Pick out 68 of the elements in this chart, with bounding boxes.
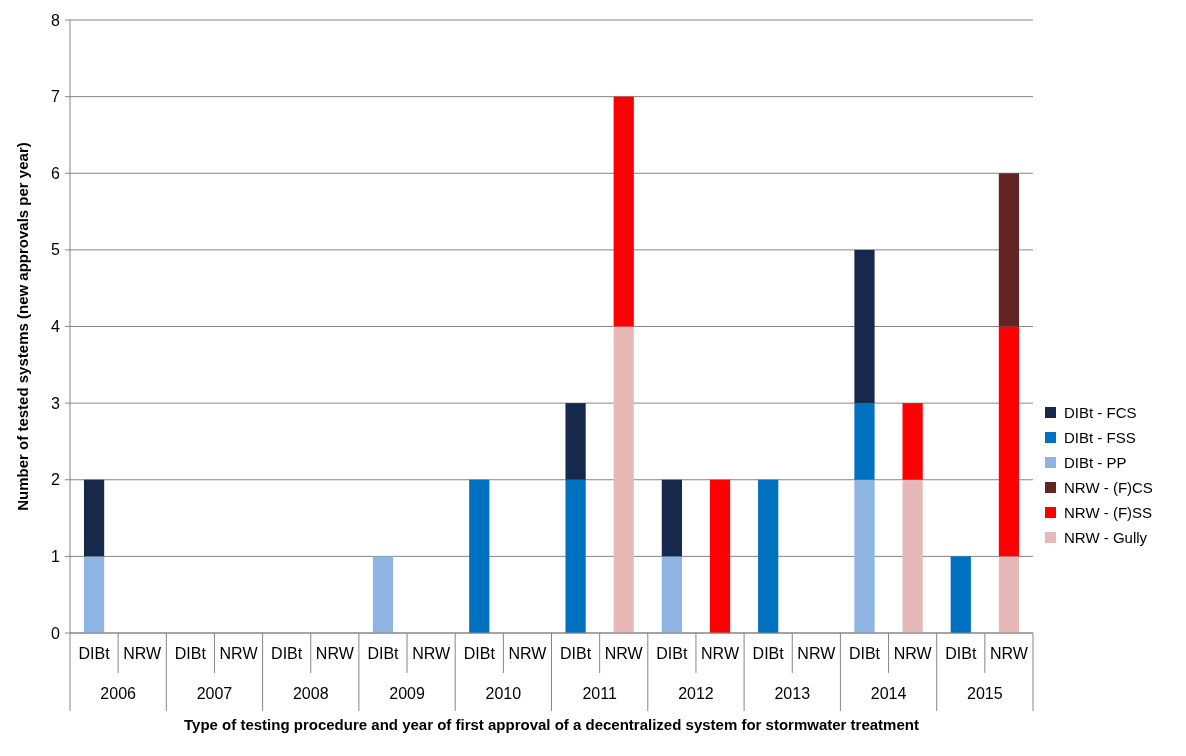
x-tick-label: DIBt <box>78 645 111 662</box>
x-tick-label: DIBt <box>752 645 785 662</box>
x-tick-label: NRW <box>989 645 1029 662</box>
text: 2006 <box>100 685 137 702</box>
x-tick-label: NRW <box>604 645 644 662</box>
y-axis-title: Number of tested systems (new approvals per year) <box>14 142 31 511</box>
bar <box>854 403 875 480</box>
legend-label: NRW - (F)SS <box>1064 504 1153 522</box>
legend-label: DIBt - FSS <box>1064 429 1136 447</box>
bar <box>83 479 105 557</box>
bar <box>565 403 586 480</box>
bar <box>854 479 875 633</box>
x-tick-label: NRW <box>123 645 163 662</box>
bar <box>613 96 634 327</box>
y-tick-label: 1 <box>51 547 61 565</box>
x-tick-label: DIBt <box>271 645 303 662</box>
bar <box>998 556 1020 633</box>
bar <box>998 173 1020 327</box>
y-tick-label: 0 <box>51 624 61 642</box>
x-tick-label: DIBt <box>656 645 688 662</box>
text: 2012 <box>678 685 714 702</box>
text: 2008 <box>292 685 329 702</box>
x-tick-label: DIBt <box>848 645 881 662</box>
x-tick-label: DIBt <box>945 645 977 662</box>
legend-label: DIBt - PP <box>1064 454 1127 472</box>
bar <box>998 326 1020 557</box>
x-tick-label: DIBt <box>367 645 400 662</box>
x-tick-label: DIBt <box>174 645 207 662</box>
bar <box>902 479 923 633</box>
x-tick-label: NRW <box>893 645 933 662</box>
y-tick-label: 2 <box>51 471 61 489</box>
bar <box>709 479 731 633</box>
text: 2010 <box>485 685 522 702</box>
text: 2014 <box>870 685 907 702</box>
bar <box>613 326 634 633</box>
bar <box>950 556 971 633</box>
text: 2007 <box>196 685 233 702</box>
y-tick-label: 3 <box>51 394 61 412</box>
x-tick-label: NRW <box>315 645 355 662</box>
text: 2013 <box>774 685 811 702</box>
y-tick-label: 7 <box>51 88 61 106</box>
text: 2009 <box>389 685 425 702</box>
y-tick-label: 5 <box>51 241 61 259</box>
bar <box>565 479 586 633</box>
x-tick-label: NRW <box>219 645 259 662</box>
text: 2011 <box>582 685 617 702</box>
bar <box>758 479 779 633</box>
y-tick-label: 6 <box>51 164 61 182</box>
legend-label: DIBt - FCS <box>1064 404 1137 422</box>
x-tick-label: NRW <box>508 645 548 662</box>
legend-label: NRW - Gully <box>1064 529 1148 547</box>
x-tick-label: NRW <box>701 645 740 662</box>
bar <box>83 556 105 633</box>
bar <box>661 479 682 557</box>
bar <box>902 403 923 480</box>
x-tick-label: NRW <box>797 645 837 662</box>
bar <box>661 556 682 633</box>
x-tick-label: NRW <box>412 645 451 662</box>
y-tick-label: 4 <box>51 318 61 336</box>
x-tick-label: DIBt <box>560 645 592 662</box>
text: 2015 <box>967 685 1003 702</box>
y-tick-label: 8 <box>51 11 61 29</box>
legend-label: NRW - (F)CS <box>1064 479 1153 497</box>
x-tick-label: DIBt <box>463 645 496 662</box>
bar <box>469 479 490 633</box>
bar <box>372 556 394 633</box>
x-axis-title: Type of testing procedure and year of first approval of a decentralized system for stormwater treatment <box>184 716 919 733</box>
bar <box>854 249 875 404</box>
